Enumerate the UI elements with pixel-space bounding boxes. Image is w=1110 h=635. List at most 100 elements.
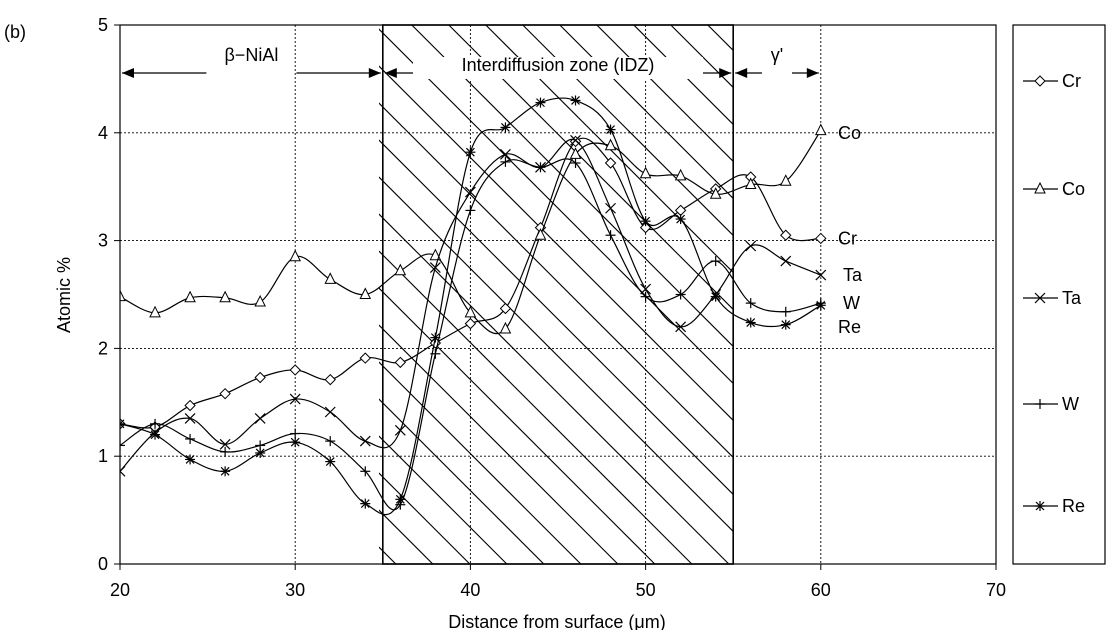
series-end-label-cr: Cr [838, 228, 857, 248]
data-point-re [430, 332, 441, 343]
data-point-ta [429, 262, 441, 273]
legend-label: Ta [1062, 288, 1082, 308]
data-point-ta [394, 424, 406, 436]
data-point-co [149, 305, 161, 318]
data-point-ta [120, 465, 126, 477]
series-end-label-w: W [843, 293, 860, 313]
data-point-co [534, 228, 547, 240]
data-point-w [745, 298, 756, 309]
data-point-ta [219, 438, 231, 450]
data-point-co [324, 272, 337, 284]
hatch-line [379, 435, 508, 564]
data-point-ta [570, 134, 581, 146]
data-point-co [120, 289, 126, 302]
y-tick-label: 0 [98, 554, 108, 574]
data-point-co [394, 263, 407, 276]
series-layer [120, 95, 827, 516]
x-tick-label: 40 [460, 580, 480, 600]
x-axis-label: Distance from surface (μm) [448, 612, 665, 630]
series-end-label-co: Co [838, 123, 861, 143]
legend-box [1012, 24, 1106, 565]
region-arrowhead [806, 68, 819, 78]
legend-label: W [1062, 394, 1079, 414]
data-point-cr [674, 204, 687, 217]
data-point-cr [289, 364, 301, 376]
y-tick-label: 1 [98, 446, 108, 466]
hatch-line [559, 25, 734, 200]
data-point-ta [605, 202, 616, 214]
data-point-cr [219, 387, 231, 400]
legend-item-w: W [1023, 394, 1079, 414]
data-point-w [290, 428, 301, 439]
legend-item-re: Re [1023, 496, 1085, 516]
data-point-re [290, 437, 301, 448]
data-point-w [605, 230, 616, 241]
data-point-cr [184, 399, 196, 412]
data-point-w [325, 436, 336, 447]
x-tick-label: 20 [110, 580, 130, 600]
data-point-w [535, 162, 546, 173]
data-point-re [185, 454, 196, 465]
data-point-re [465, 147, 476, 158]
legend-marker-co [1034, 181, 1046, 194]
hatch-line [379, 472, 471, 564]
data-point-cr [604, 157, 617, 169]
data-point-co [359, 287, 372, 299]
data-point-w [150, 418, 161, 429]
data-point-ta [254, 413, 266, 424]
data-point-re [220, 466, 231, 477]
data-point-w [500, 156, 511, 167]
data-point-ta [745, 240, 757, 252]
hatch-line [411, 25, 734, 348]
hatch-line [379, 65, 734, 422]
data-point-w [780, 306, 791, 317]
data-point-w [675, 289, 686, 300]
series-end-label-ta: Ta [843, 265, 863, 285]
data-point-w [220, 446, 231, 457]
data-point-cr [254, 371, 266, 384]
data-point-re [500, 122, 511, 133]
hatch-line [379, 324, 619, 564]
data-point-re [535, 97, 546, 108]
series-line-cr [120, 137, 821, 429]
legend-marker-re [1035, 501, 1045, 511]
x-tick-label: 70 [986, 580, 1006, 600]
region-annotation-2: γ' [735, 45, 819, 78]
data-point-co [604, 138, 617, 151]
data-point-co [289, 249, 302, 262]
data-point-re [675, 214, 686, 225]
data-point-re [325, 456, 336, 467]
data-point-re [780, 319, 791, 330]
x-tick-label: 30 [285, 580, 305, 600]
data-point-ta [324, 406, 336, 418]
x-tick-label: 60 [811, 580, 831, 600]
data-point-cr [815, 232, 827, 245]
data-point-ta [359, 435, 371, 447]
legend: Cr Co Ta W Re [1012, 24, 1106, 565]
data-point-ta [289, 393, 301, 405]
legend-marker-ta [1034, 292, 1046, 304]
y-tick-label: 4 [98, 123, 108, 143]
data-point-co [499, 321, 512, 334]
hatch-line [379, 509, 434, 564]
legend-item-co: Co [1023, 179, 1085, 199]
legend-label: Re [1062, 496, 1085, 516]
region-label: Interdiffusion zone (IDZ) [462, 55, 655, 75]
data-point-co [464, 305, 477, 318]
region-annotation-1: Interdiffusion zone (IDZ) [384, 55, 732, 79]
data-point-w [360, 466, 371, 477]
y-tick-label: 2 [98, 338, 108, 358]
data-point-re [150, 429, 161, 440]
data-point-ta [464, 186, 476, 198]
region-arrowhead [384, 68, 397, 78]
hatch-line [379, 213, 730, 564]
legend-item-ta: Ta [1023, 288, 1082, 308]
data-point-ta [675, 321, 687, 333]
x-tick-label: 50 [636, 580, 656, 600]
axes-layer: 0 1 2 3 4 5 20 30 40 50 60 70 [98, 15, 1006, 600]
region-label-bg [413, 57, 703, 79]
data-point-co [184, 290, 196, 303]
region-annotation-0: β−NiAl [122, 45, 381, 78]
data-point-co [639, 166, 652, 179]
